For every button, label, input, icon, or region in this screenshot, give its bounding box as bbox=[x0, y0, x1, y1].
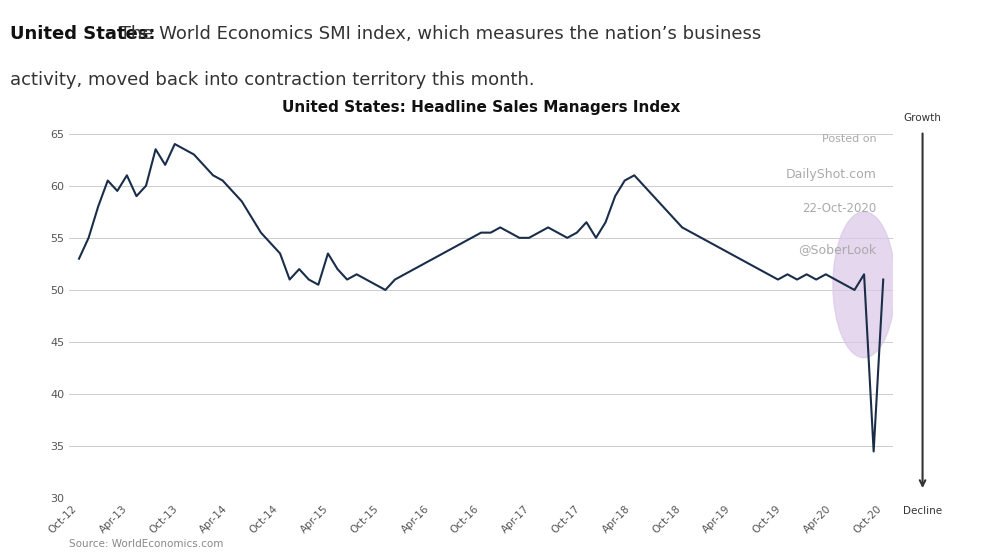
Text: The World Economics SMI index, which measures the nation’s business: The World Economics SMI index, which mea… bbox=[114, 25, 761, 43]
Text: Source: WorldEconomics.com: Source: WorldEconomics.com bbox=[69, 539, 224, 549]
Text: Decline: Decline bbox=[903, 506, 942, 516]
Text: activity, moved back into contraction territory this month.: activity, moved back into contraction te… bbox=[10, 71, 535, 88]
Text: Growth: Growth bbox=[904, 113, 941, 123]
Ellipse shape bbox=[833, 212, 895, 358]
Text: Posted on: Posted on bbox=[821, 134, 876, 144]
Title: United States: Headline Sales Managers Index: United States: Headline Sales Managers I… bbox=[282, 100, 681, 115]
Text: 22-Oct-2020: 22-Oct-2020 bbox=[803, 202, 876, 215]
Text: United States:: United States: bbox=[10, 25, 156, 43]
Text: DailyShot.com: DailyShot.com bbox=[786, 168, 876, 181]
Text: @SoberLook: @SoberLook bbox=[799, 243, 876, 256]
